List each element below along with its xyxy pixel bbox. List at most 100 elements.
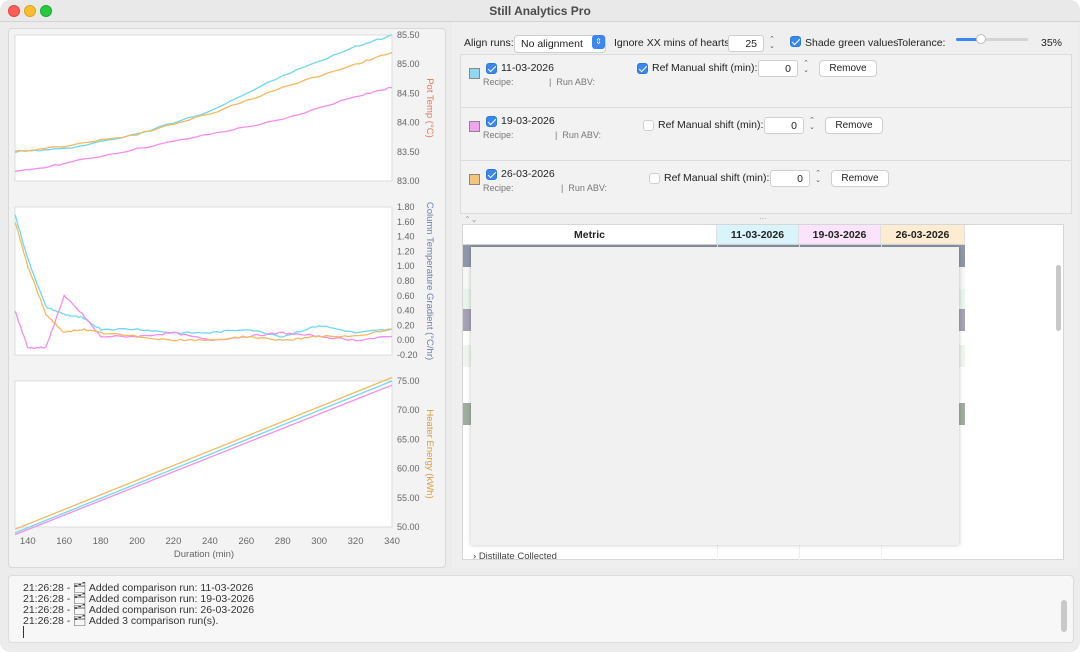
run-row: 26-03-2026 Recipe: | Run ABV: Ref Manual shi… (461, 161, 1071, 214)
run-shift-label: Manual shift (min): (671, 62, 758, 74)
run-color-swatch[interactable] (469, 68, 480, 79)
title-bar: Still Analytics Pro (0, 0, 1080, 22)
y-axis-label: Column Temperature Gradient (°C/hr) (424, 202, 435, 360)
run-color-swatch[interactable] (469, 121, 480, 132)
tolerance-slider[interactable] (956, 34, 1028, 44)
run-include-checkbox[interactable] (486, 169, 497, 180)
run-color-swatch[interactable] (469, 174, 480, 185)
charts-canvas: 85.50 85.00 84.50 84.00 83.50 83.00 Pot Temp (… (14, 30, 435, 560)
table-header-1[interactable]: 11-03-2026 (717, 225, 799, 245)
minimize-window-button[interactable] (24, 5, 36, 17)
tolerance-value: 35% (1041, 37, 1063, 49)
y-tick-label: 83.50 (397, 147, 420, 157)
run-shift-input[interactable]: 0 (764, 117, 804, 134)
log-text-caret (23, 626, 24, 638)
run-shift-label: Manual shift (min): (683, 172, 770, 184)
close-window-button[interactable] (8, 5, 20, 17)
table-row-partial[interactable]: › Distillate Collected (473, 551, 557, 562)
run-shift-stepper[interactable]: ⌃ ⌄ (803, 60, 809, 74)
run-recipe-label: Recipe: (483, 77, 514, 87)
run-date: 26-03-2026 (501, 168, 555, 180)
y-tick-label: 84.50 (397, 88, 420, 98)
shade-green-label: Shade green values (805, 37, 899, 49)
x-tick-label: 160 (56, 536, 72, 547)
metrics-table: Metric 11-03-2026 19-03-2026 26-03-2026 › D… (462, 224, 1064, 562)
series-line-19-03-2026 (14, 86, 392, 173)
ignore-hearts-stepper[interactable]: ⌃ ⌄ (769, 36, 775, 50)
series-line-11-03-2026 (14, 214, 392, 338)
x-tick-label: 140 (20, 536, 36, 547)
x-tick-label: 260 (238, 536, 254, 547)
y-tick-label: 50.00 (397, 522, 420, 532)
tolerance-slider-knob[interactable] (976, 34, 987, 44)
run-ref-checkbox[interactable] (649, 173, 660, 184)
table-overlay-panel (471, 247, 959, 545)
charts-panel: 85.50 85.00 84.50 84.00 83.50 83.00 Pot Temp (… (8, 28, 446, 568)
y-tick-label: 1.80 (397, 202, 415, 212)
x-tick-label: 320 (348, 536, 364, 547)
log-line: 21:26:28 - 🗂 Added comparison run: 11-03… (23, 582, 254, 594)
run-ref-label: Ref (658, 119, 675, 131)
x-tick-label: 280 (275, 536, 291, 547)
collapse-arrows-icon[interactable]: ⌃⌄ (464, 215, 478, 224)
y-tick-label: 0.20 (397, 320, 415, 330)
y-tick-label: 55.00 (397, 493, 420, 503)
run-remove-button[interactable]: Remove (825, 117, 883, 134)
run-recipe-label: Recipe: (483, 183, 514, 193)
y-tick-label: 0.60 (397, 291, 415, 301)
run-shift-stepper[interactable]: ⌃ ⌄ (809, 117, 815, 131)
align-runs-label: Align runs: (464, 37, 514, 49)
run-include-checkbox[interactable] (486, 63, 497, 74)
series-line-26-03-2026 (14, 51, 393, 153)
ignore-hearts-input[interactable]: 25 (728, 35, 764, 52)
log-scrollbar[interactable] (1061, 600, 1067, 632)
log-line: 21:26:28 - 🗂 Added comparison run: 26-03… (23, 604, 255, 616)
tolerance-slider-fill (956, 38, 982, 41)
x-tick-label: 220 (166, 536, 182, 547)
log-panel: 21:26:28 - 🗂 Added comparison run: 11-03… (8, 575, 1074, 643)
run-remove-button[interactable]: Remove (819, 60, 877, 77)
y-tick-label: -0.20 (397, 350, 418, 360)
run-remove-button[interactable]: Remove (831, 170, 889, 187)
y-axis-label: Pot Temp (°C) (424, 78, 435, 138)
run-abv-label: | Run ABV: (561, 183, 608, 193)
table-header-0[interactable]: Metric (463, 225, 717, 245)
shade-green-checkbox[interactable] (790, 36, 801, 47)
run-ref-label: Ref (652, 62, 669, 74)
y-tick-label: 1.60 (397, 217, 415, 227)
series-line-26-03-2026 (14, 376, 393, 530)
run-ref-checkbox[interactable] (643, 120, 654, 131)
y-tick-label: 1.00 (397, 261, 415, 271)
comparison-panel: Align runs: No alignment ⇕ Ignore XX min… (452, 22, 1078, 568)
y-tick-label: 0.80 (397, 276, 415, 286)
table-scrollbar[interactable] (1056, 265, 1061, 331)
table-header-3[interactable]: 26-03-2026 (881, 225, 965, 245)
maximize-window-button[interactable] (40, 5, 52, 17)
splitter-handle-icon[interactable]: ··· (759, 214, 767, 223)
run-shift-input[interactable]: 0 (758, 60, 798, 77)
y-tick-label: 83.00 (397, 176, 420, 186)
y-tick-label: 75.00 (397, 376, 420, 386)
y-tick-label: 85.00 (397, 59, 420, 69)
tolerance-label: Tolerance: (897, 37, 946, 49)
run-abv-label: | Run ABV: (555, 130, 602, 140)
run-include-checkbox[interactable] (486, 116, 497, 127)
align-runs-select[interactable]: No alignment (514, 35, 606, 53)
y-axis-label: Heater Energy (kWh) (424, 409, 435, 498)
log-line: 21:26:28 - 🗂 Added comparison run: 19-03… (23, 593, 255, 605)
align-runs-dropdown-icon[interactable]: ⇕ (592, 35, 605, 49)
controls-bar: Align runs: No alignment ⇕ Ignore XX min… (452, 26, 1078, 56)
x-tick-label: 300 (311, 536, 327, 547)
x-tick-label: 200 (129, 536, 145, 547)
run-ref-checkbox[interactable] (637, 63, 648, 74)
x-tick-label: 340 (384, 536, 400, 547)
y-tick-label: 65.00 (397, 434, 420, 444)
x-tick-label: 180 (93, 536, 109, 547)
run-row: 11-03-2026 Recipe: | Run ABV: Ref Manual shi… (461, 55, 1071, 108)
y-tick-label: 0.40 (397, 306, 415, 316)
ignore-hearts-label: Ignore XX mins of hearts: (614, 37, 733, 49)
series-line-19-03-2026 (14, 384, 393, 536)
run-shift-stepper[interactable]: ⌃ ⌄ (815, 170, 821, 184)
table-header-2[interactable]: 19-03-2026 (799, 225, 881, 245)
run-shift-input[interactable]: 0 (770, 170, 810, 187)
